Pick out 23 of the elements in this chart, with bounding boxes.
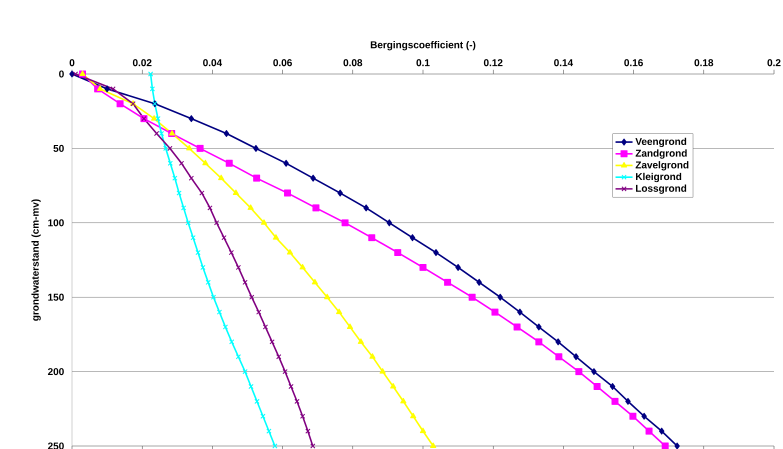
x-tick-label: 0 (70, 59, 74, 66)
x-tick-label: 0.16 (624, 59, 643, 66)
legend-label: Zandgrond (636, 149, 687, 159)
legend-label: Kleigrond (636, 172, 682, 182)
x-tick-label: 0.2 (767, 59, 781, 66)
x-tick-label: 0.12 (484, 59, 502, 66)
y-tick-label: 100 (48, 219, 64, 226)
x-tick-label: 0.1 (416, 59, 430, 66)
y-axis-title: grondwaterstand (cm-mv) (31, 199, 41, 321)
legend-label: Veengrond (635, 138, 686, 148)
x-tick-label: 0.06 (273, 59, 292, 66)
x-tick-label: 0.04 (203, 59, 222, 66)
legend-label: Lossgrond (636, 184, 686, 194)
x-axis-title: Bergingscoefficient (-) (370, 41, 476, 50)
x-tick-label: 0.02 (132, 59, 152, 66)
x-tick-label: 0.14 (554, 59, 574, 66)
y-tick-label: 200 (48, 368, 64, 376)
legend-label: Zavelgrond (636, 161, 688, 170)
x-tick-label: 0.18 (694, 59, 714, 66)
y-tick-label: 50 (53, 144, 64, 152)
y-tick-label: 0 (59, 70, 64, 78)
x-tick-label: 0.08 (344, 59, 362, 66)
y-tick-label: 150 (48, 294, 64, 301)
